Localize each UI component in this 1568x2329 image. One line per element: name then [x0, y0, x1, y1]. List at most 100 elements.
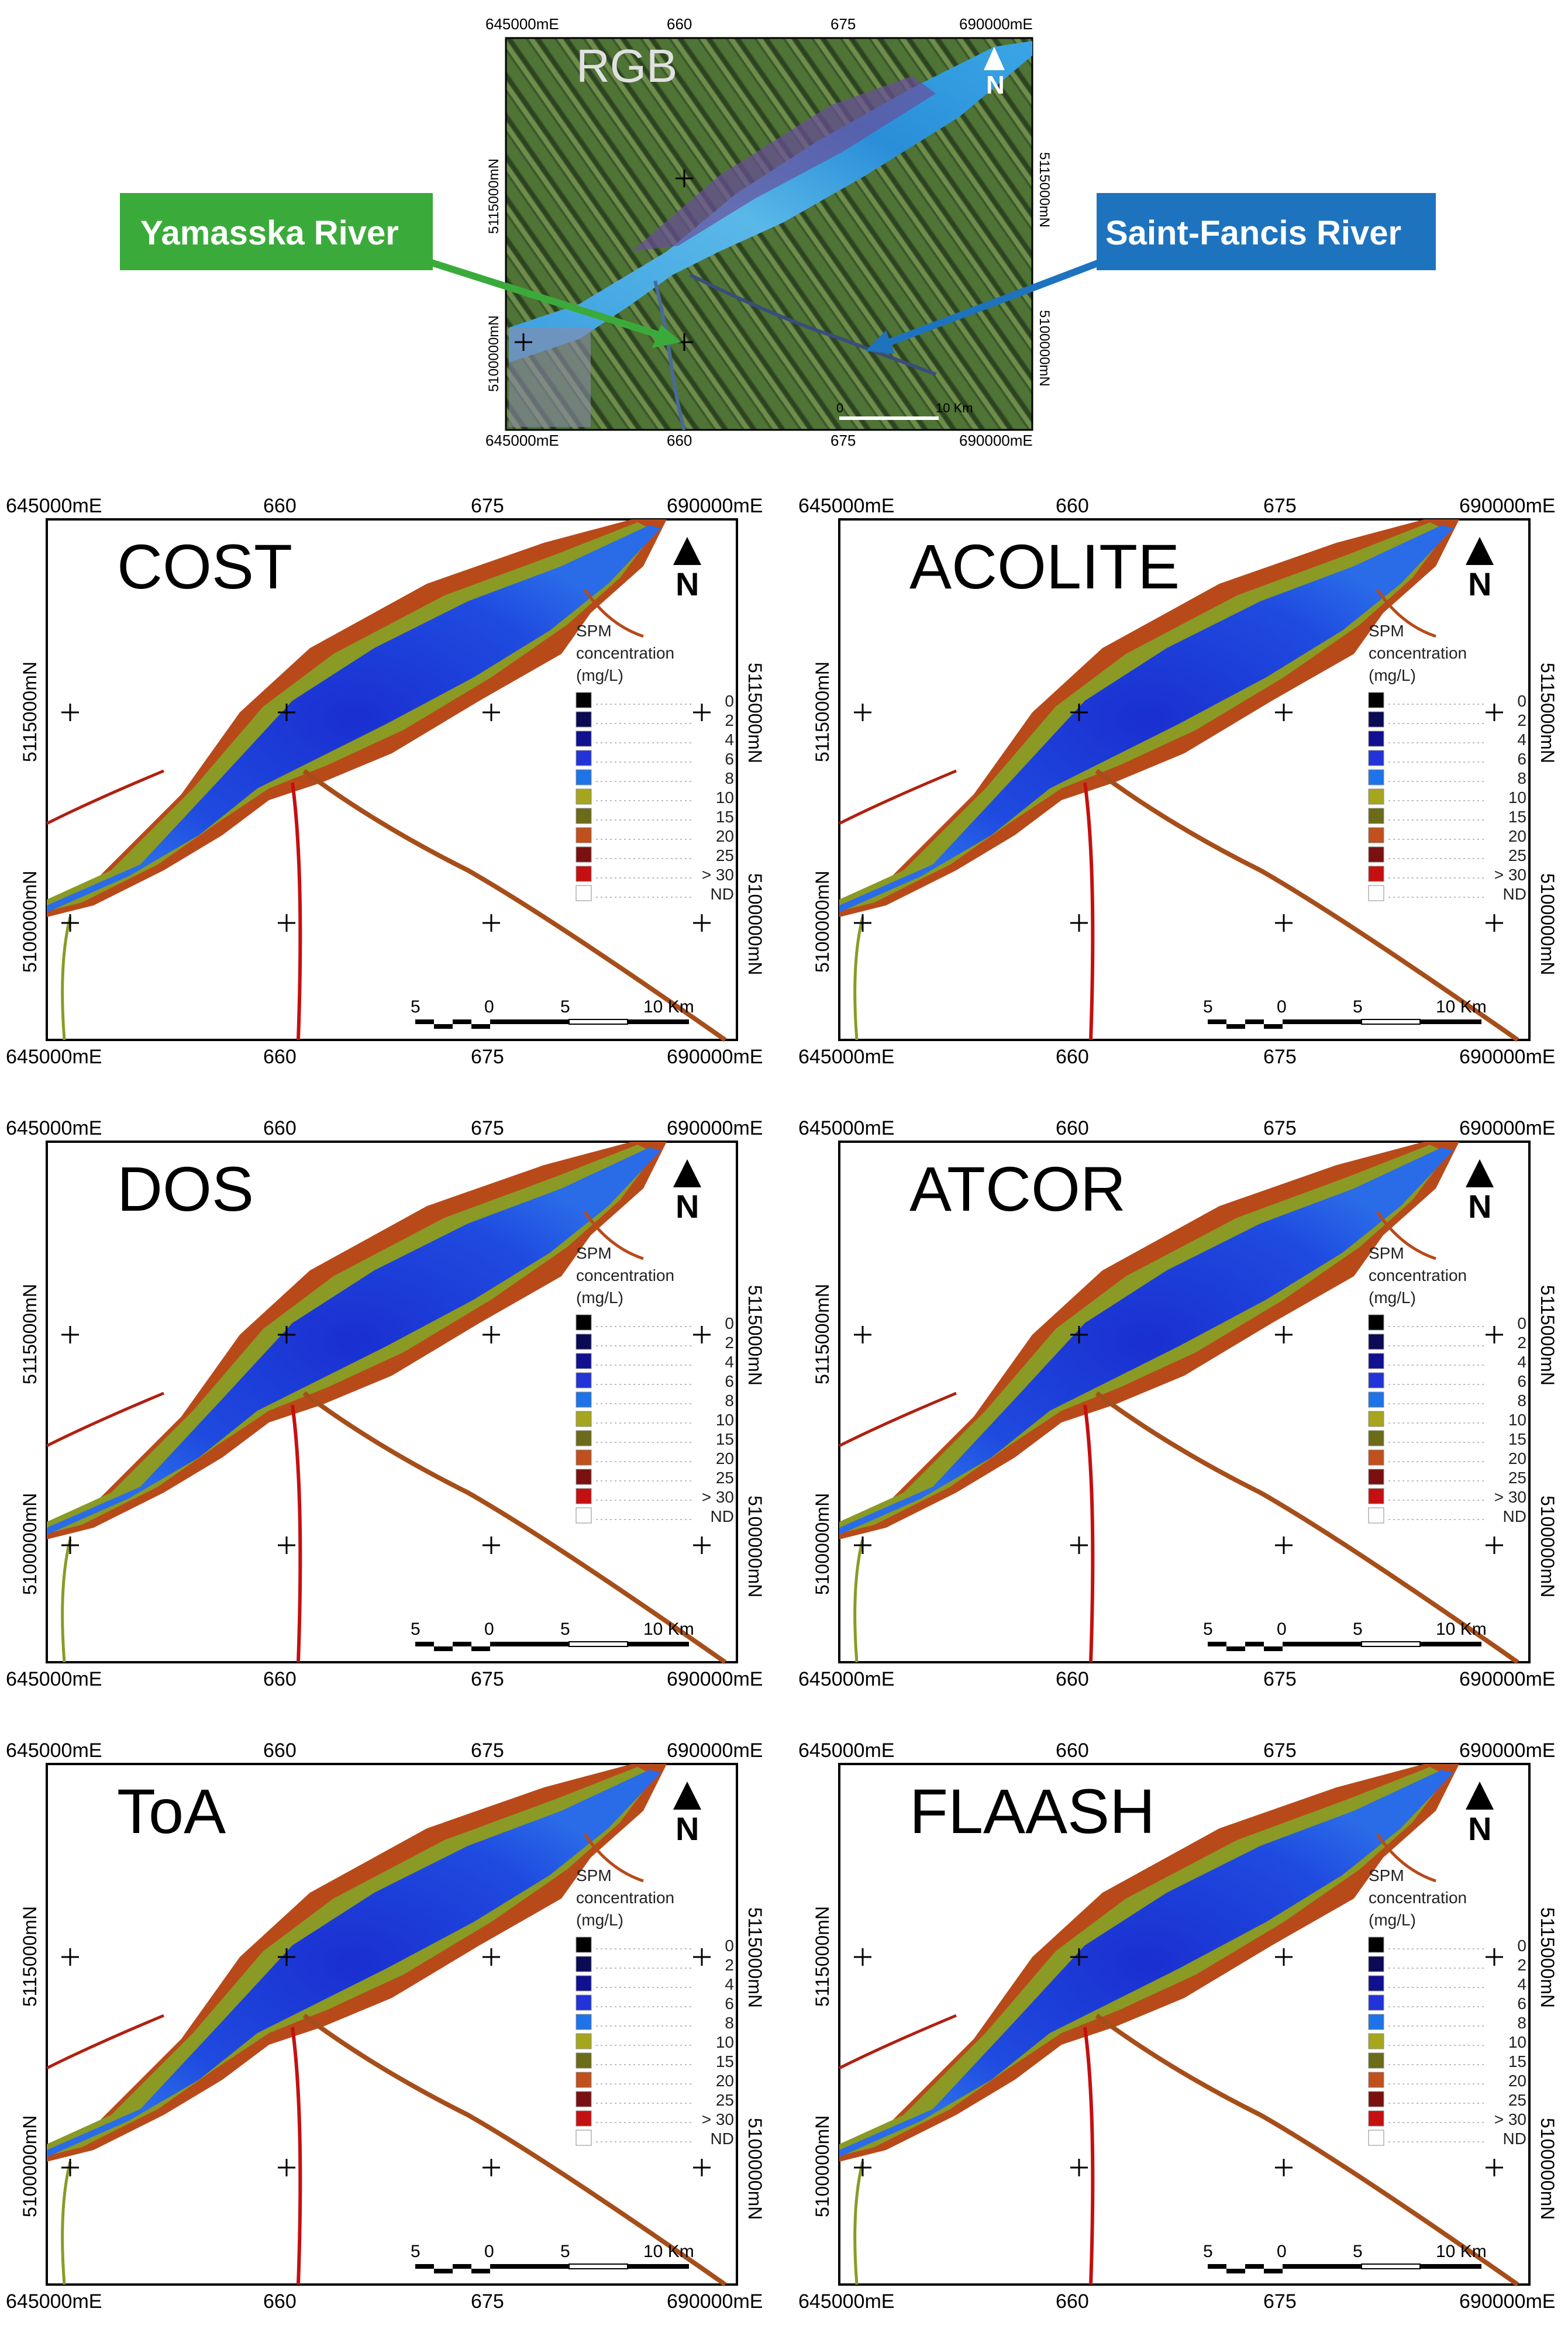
legend-label: 8	[725, 769, 734, 787]
grid-marker	[854, 2159, 871, 2176]
x-tick-label-bottom: 645000mE	[6, 2290, 102, 2313]
legend-title-line: concentration	[576, 1889, 674, 1907]
legend-label: 0	[1517, 692, 1526, 710]
scale-label: 0	[1277, 1620, 1287, 1639]
legend-label: ND	[711, 1507, 734, 1525]
scale-label: 5	[411, 997, 421, 1017]
legend-swatch	[575, 2091, 592, 2107]
legend-label: 25	[1508, 846, 1526, 864]
grid-marker	[483, 914, 500, 932]
legend-swatch	[1368, 885, 1384, 901]
rgb-tick-labels: 645000mE 645000mE 660 660 675 675 690000mE 6900…	[485, 15, 1052, 449]
panel-title: DOS	[117, 1153, 254, 1224]
legend-label: 2	[725, 1956, 734, 1974]
svg-text:N: N	[1468, 566, 1491, 602]
legend-swatch	[1368, 1391, 1384, 1408]
legend-label: 2	[725, 711, 734, 729]
legend-swatch	[575, 2130, 592, 2146]
legend-label: 15	[1508, 808, 1526, 826]
svg-text:10 Km: 10 Km	[936, 401, 973, 415]
legend-label: 20	[716, 827, 734, 845]
north-arrow-icon: N	[673, 537, 701, 602]
rgb-y-tick-left-1: 5100000mN	[486, 315, 502, 392]
legend-swatch	[1368, 808, 1384, 824]
legend-swatch	[1368, 846, 1384, 863]
x-tick-label-bottom: 660	[1056, 1046, 1089, 1068]
grid-marker	[693, 704, 711, 721]
scale-label: 5	[1353, 1620, 1363, 1639]
legend-label: 15	[1508, 2052, 1526, 2070]
legend-title-line: SPM	[576, 1244, 612, 1262]
y-tick-label-left: 5100000mN	[19, 1493, 40, 1595]
grid-marker	[1486, 704, 1503, 721]
legend-label: 10	[1508, 788, 1526, 807]
svg-text:N: N	[986, 71, 1005, 99]
legend-label: 0	[725, 1937, 734, 1955]
legend-label: 10	[1508, 1411, 1526, 1429]
legend-swatch	[575, 2033, 592, 2049]
tributary-channel-2	[1095, 2013, 1519, 2287]
tributary-channel-2	[302, 2013, 727, 2287]
x-tick-label-top: 645000mE	[6, 1739, 102, 1762]
legend-label: 8	[1517, 769, 1526, 787]
river-core-water	[47, 1148, 661, 1535]
grid-marker	[1275, 704, 1293, 721]
y-tick-label-right: 5100000mN	[745, 2118, 766, 2220]
grid-marker	[1070, 914, 1088, 932]
legend-label: 4	[1517, 731, 1526, 749]
north-arrow-icon: N	[1466, 1782, 1494, 1847]
scale-label: 5	[411, 2242, 421, 2261]
grid-marker	[854, 914, 871, 932]
north-arrow-icon: N	[1466, 537, 1494, 602]
tributary-channel-4	[61, 2161, 72, 2285]
north-arrow-icon: N	[673, 1159, 701, 1225]
legend-swatch	[1368, 2052, 1384, 2069]
x-tick-label-bottom: 645000mE	[6, 1046, 102, 1068]
tributary-channel-4	[853, 2161, 864, 2285]
grid-marker	[854, 1326, 871, 1343]
scale-label: 10 Km	[643, 997, 694, 1017]
y-tick-label-right: 5100000mN	[745, 1496, 766, 1597]
legend-swatch	[1368, 1430, 1384, 1446]
x-tick-label-top: 660	[1056, 1117, 1089, 1139]
legend-label: 25	[716, 2091, 734, 2109]
legend-swatch	[1368, 1372, 1384, 1389]
legend-title-line: (mg/L)	[1369, 1911, 1416, 1929]
x-tick-label-bottom: 645000mE	[798, 1668, 894, 1690]
x-tick-label-top: 645000mE	[798, 495, 894, 517]
panel-title: FLAASH	[909, 1776, 1155, 1846]
legend-title-line: SPM	[1369, 1866, 1404, 1884]
legend-label: 8	[725, 1391, 734, 1410]
legend-title-line: concentration	[1369, 644, 1467, 662]
legend-label: 20	[1508, 2072, 1526, 2090]
x-tick-label-top: 690000mE	[667, 1117, 763, 1139]
tributary-channel-3	[838, 769, 957, 825]
x-tick-label-top: 660	[1056, 1739, 1089, 1762]
legend-label: 6	[1517, 750, 1526, 768]
rgb-city-area	[509, 328, 591, 427]
grid-marker	[693, 1326, 711, 1343]
scale-label: 5	[560, 1620, 570, 1639]
grid-marker	[1070, 1536, 1088, 1554]
legend-label: ND	[1503, 2130, 1526, 2148]
svg-text:0: 0	[836, 401, 843, 415]
grid-marker	[1070, 704, 1088, 721]
x-tick-label-bottom: 645000mE	[798, 1046, 894, 1068]
y-tick-label-left: 5100000mN	[19, 871, 40, 973]
y-tick-label-right: 5100000mN	[745, 873, 766, 975]
grid-marker	[1275, 2159, 1293, 2176]
legend-swatch	[575, 846, 592, 863]
legend-label: ND	[1503, 885, 1526, 903]
svg-text:N: N	[676, 1188, 699, 1225]
tributary-channel-5	[583, 1833, 644, 1883]
grid-marker	[483, 2159, 500, 2176]
spm-panel-toa: ToA NSPMconcentration(mg/L)0246810152025>…	[6, 1739, 766, 2313]
x-tick-label-top: 675	[471, 1739, 504, 1762]
y-tick-label-right: 5115000mN	[745, 1285, 766, 1386]
legend-swatch	[575, 1469, 592, 1485]
legend-swatch	[1368, 1975, 1384, 1992]
grid-marker	[1486, 1536, 1503, 1554]
